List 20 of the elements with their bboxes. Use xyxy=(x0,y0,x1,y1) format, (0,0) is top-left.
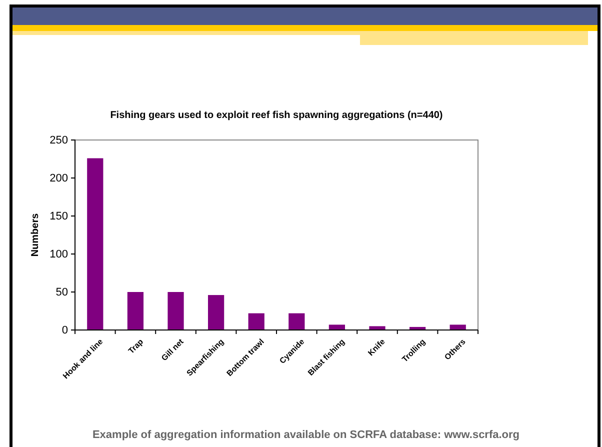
x-tick-label: Gill net xyxy=(160,336,186,363)
bar xyxy=(450,324,466,330)
y-tick-label: 100 xyxy=(50,248,68,261)
y-axis-title: Numbers xyxy=(30,212,41,257)
y-tick-label: 50 xyxy=(56,286,68,299)
bar xyxy=(328,324,346,330)
y-tick-label: 250 xyxy=(50,134,68,147)
text: Example of aggregation information available on SCRFA database: www.scrfa.org xyxy=(92,429,520,441)
x-tick-label: Trap xyxy=(126,337,146,356)
bar xyxy=(87,158,104,330)
y-tick-label: 0 xyxy=(62,324,68,337)
bar xyxy=(248,313,264,330)
y-tick-label: 150 xyxy=(50,210,68,223)
bar xyxy=(127,292,144,330)
y-tick-label: 200 xyxy=(50,172,68,185)
bar xyxy=(288,313,305,330)
bar xyxy=(168,292,184,330)
chart-title: Fishing gears used to exploit reef fish spawning aggregations (n=440) xyxy=(110,110,443,121)
bar xyxy=(369,326,386,330)
bar xyxy=(208,295,224,330)
